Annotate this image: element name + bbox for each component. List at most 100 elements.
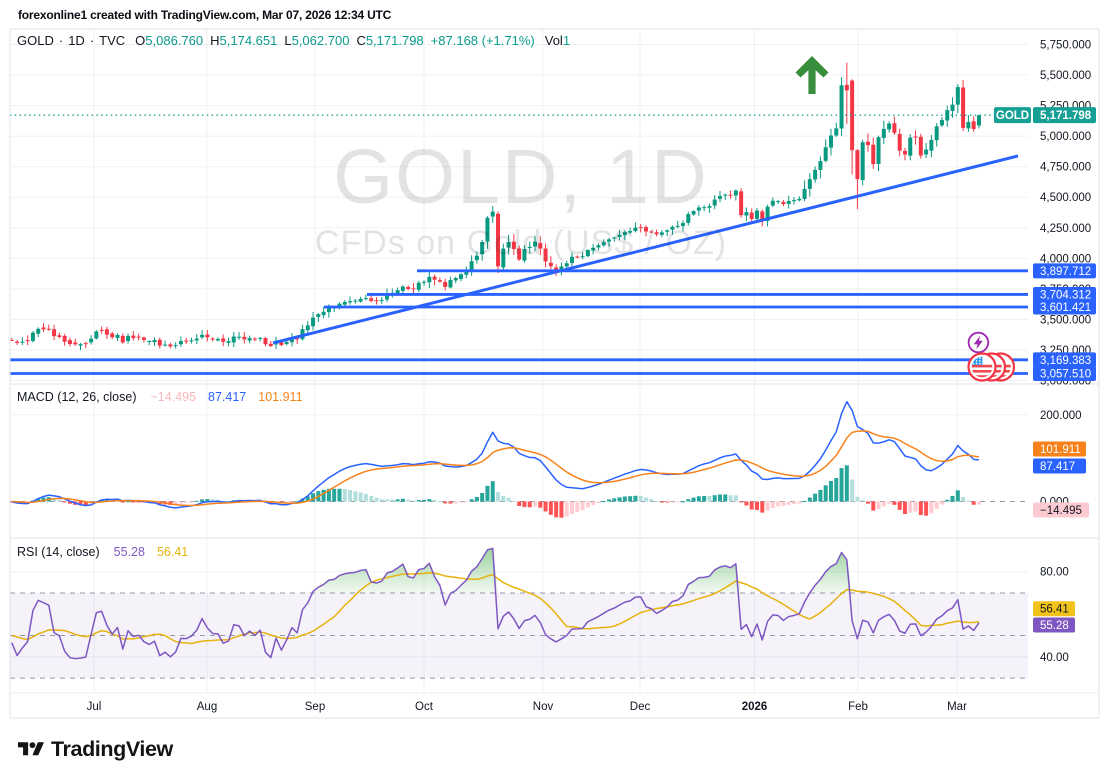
candle-body xyxy=(247,338,252,341)
macd-histogram-bar xyxy=(855,496,860,502)
macd-legend[interactable]: MACD (12, 26, close) −14.495 87.417 101.… xyxy=(17,390,315,404)
macd-histogram-bar xyxy=(205,499,210,502)
rsi-ma-line[interactable] xyxy=(11,572,980,645)
candle-body xyxy=(517,248,522,260)
indicator-value-label: −14.495 xyxy=(1033,502,1089,518)
flag-event-icons[interactable] xyxy=(967,352,1016,382)
macd-histogram-bar xyxy=(939,501,944,505)
main-series-legend[interactable]: GOLD · 1D · TVC O5,086.760 H5,174.651 L5… xyxy=(17,33,577,48)
chart-drawings[interactable] xyxy=(10,56,1028,382)
candle-body xyxy=(120,335,125,343)
macd-histogram-bar xyxy=(332,488,337,502)
macd-histogram-bar xyxy=(691,497,696,502)
attribution-text: forexonline1 created with TradingView.co… xyxy=(18,8,392,22)
macd-histogram-bar xyxy=(834,478,839,502)
time-tick-label: Aug xyxy=(197,701,217,713)
macd-histogram-bar xyxy=(776,501,781,507)
legend-interval[interactable]: 1D xyxy=(68,33,85,48)
macd-histogram-bar xyxy=(215,499,220,502)
macd-line[interactable] xyxy=(11,400,980,509)
macd-histogram-bar xyxy=(739,501,744,503)
indicator-value-label: 87.417 xyxy=(1033,458,1086,474)
candle-body xyxy=(321,311,326,316)
macd-histogram-bar xyxy=(818,489,823,502)
chart-axes[interactable]: 5,750.0005,500.0005,250.0005,000.0004,75… xyxy=(87,40,1096,714)
macd-histogram-bar xyxy=(369,495,374,502)
macd-histogram-bar xyxy=(311,493,316,502)
price-level-label: 3,704.312 xyxy=(1033,286,1096,302)
candle-body xyxy=(189,340,194,342)
legend-exchange: TVC xyxy=(99,33,126,48)
candle-body xyxy=(268,343,273,347)
legend-volume: Vol1 xyxy=(544,33,571,48)
macd-histogram-bar xyxy=(628,496,633,502)
tradingview-branding[interactable]: TradingView xyxy=(18,737,173,762)
candle-body xyxy=(754,210,759,219)
candle-body xyxy=(94,331,99,339)
macd-histogram-bar xyxy=(976,501,981,505)
rsi-ma-value: 56.41 xyxy=(156,545,189,559)
price-level-label: 3,601.421 xyxy=(1033,299,1096,315)
candle-body xyxy=(681,223,685,227)
candle-body xyxy=(427,276,432,283)
candle-body xyxy=(770,200,775,206)
macd-histogram-bar xyxy=(395,499,400,502)
macd-histogram-bar xyxy=(289,501,294,503)
macd-histogram-bar xyxy=(104,499,109,502)
candle-body xyxy=(485,217,490,242)
indicator-value-label: 56.41 xyxy=(1033,601,1075,617)
candle-body xyxy=(490,211,495,217)
candle-body xyxy=(221,338,226,342)
macd-title[interactable]: MACD (12, 26, close) xyxy=(17,390,137,404)
candle-body xyxy=(157,339,162,346)
us-flag-icon[interactable] xyxy=(967,352,997,382)
candle-body xyxy=(99,329,104,331)
trend-line[interactable] xyxy=(272,154,1019,345)
svg-text:101.911: 101.911 xyxy=(1040,444,1081,456)
macd-histogram-bar xyxy=(585,501,590,508)
candle-body xyxy=(633,227,638,231)
candle-body xyxy=(723,194,728,196)
macd-histogram-bar xyxy=(83,501,88,506)
macd-histogram-bar xyxy=(36,498,41,502)
candle-body xyxy=(813,169,818,180)
candle-body xyxy=(215,339,220,341)
rsi-title[interactable]: RSI (14, close) xyxy=(17,545,100,559)
candle-body xyxy=(570,256,575,263)
candle-body xyxy=(226,341,231,343)
macd-histogram-bar xyxy=(570,501,575,515)
candle-body xyxy=(168,344,173,347)
macd-histogram-bar xyxy=(702,495,707,502)
candle-body xyxy=(607,239,612,242)
candle-body xyxy=(522,249,527,261)
lightning-icon[interactable] xyxy=(967,331,990,354)
candle-body xyxy=(126,335,131,342)
macd-histogram-bar xyxy=(385,499,390,502)
legend-separator: · xyxy=(58,33,64,48)
candle-body xyxy=(538,243,543,249)
macd-histogram-bar xyxy=(337,488,342,502)
candle-body xyxy=(665,230,670,232)
macd-signal-line[interactable] xyxy=(11,430,980,507)
legend-separator: · xyxy=(89,33,95,48)
legend-close: C5,171.798 xyxy=(356,33,424,48)
rsi-line[interactable] xyxy=(11,547,980,660)
macd-histogram-bar xyxy=(136,501,141,503)
indicator-value-label: 55.28 xyxy=(1033,617,1075,633)
macd-histogram-bar xyxy=(681,501,685,503)
candle-body xyxy=(406,286,411,290)
candle-body xyxy=(443,281,448,287)
macd-histogram-bar xyxy=(828,480,833,502)
candle-body xyxy=(707,206,712,208)
macd-histogram-bar xyxy=(210,499,215,502)
up-arrow-icon[interactable] xyxy=(795,56,829,94)
rsi-legend[interactable]: RSI (14, close) 55.28 56.41 xyxy=(17,545,200,559)
macd-histogram-bar xyxy=(363,493,368,502)
macd-histogram-bar xyxy=(876,501,881,510)
legend-symbol[interactable]: GOLD xyxy=(17,33,54,48)
macd-histogram-bar xyxy=(506,497,511,502)
candle-body xyxy=(78,344,83,346)
macd-histogram-bar xyxy=(374,497,379,502)
macd-histogram-bar xyxy=(62,501,67,503)
